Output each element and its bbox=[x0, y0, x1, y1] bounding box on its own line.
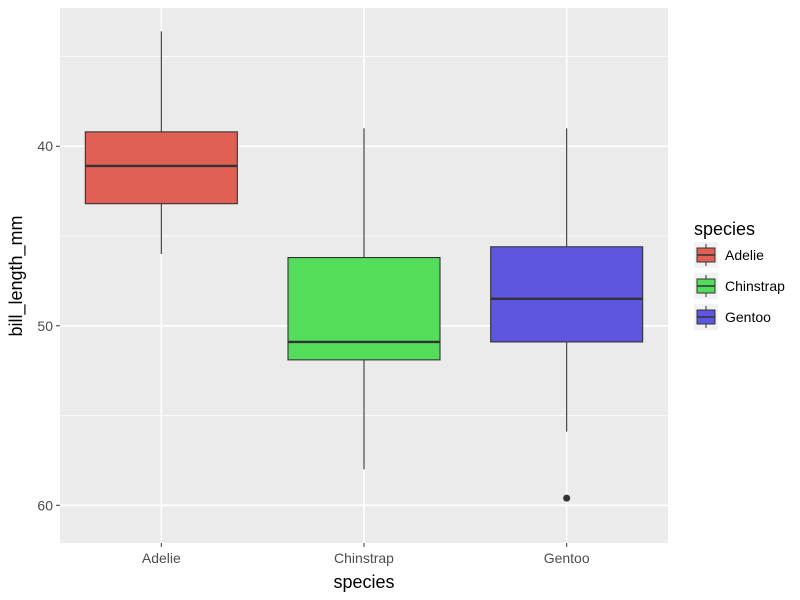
y-tick-label-0: 40 bbox=[37, 138, 53, 154]
x-tick-label-1: Chinstrap bbox=[334, 550, 394, 566]
y-axis-ticks: 40 50 60 bbox=[37, 138, 60, 513]
x-axis-title: species bbox=[333, 572, 394, 592]
x-tick-label-2: Gentoo bbox=[544, 550, 590, 566]
boxes bbox=[84, 31, 644, 502]
box-adelie bbox=[84, 31, 238, 254]
box-body bbox=[84, 131, 238, 205]
legend: species Adelie Chinstrap Gentoo bbox=[694, 219, 785, 330]
box-body bbox=[287, 256, 441, 361]
x-tick-label-0: Adelie bbox=[142, 550, 181, 566]
legend-entry-adelie: Adelie bbox=[694, 242, 764, 268]
legend-entry-chinstrap: Chinstrap bbox=[694, 273, 785, 299]
legend-label: Gentoo bbox=[725, 309, 771, 325]
legend-entries: Adelie Chinstrap Gentoo bbox=[694, 242, 785, 330]
legend-title: species bbox=[694, 219, 755, 239]
box-chinstrap bbox=[287, 128, 441, 470]
legend-entry-gentoo: Gentoo bbox=[694, 304, 771, 330]
y-tick-label-1: 50 bbox=[37, 318, 53, 334]
box-gentoo bbox=[490, 128, 644, 502]
y-tick-label-2: 60 bbox=[37, 497, 53, 513]
legend-label: Adelie bbox=[725, 247, 764, 263]
outlier-point-0 bbox=[563, 494, 571, 502]
legend-label: Chinstrap bbox=[725, 278, 785, 294]
x-axis-ticks: Adelie Chinstrap Gentoo bbox=[142, 543, 590, 566]
y-axis-title: bill_length_mm bbox=[6, 215, 27, 336]
box-body bbox=[490, 246, 644, 343]
